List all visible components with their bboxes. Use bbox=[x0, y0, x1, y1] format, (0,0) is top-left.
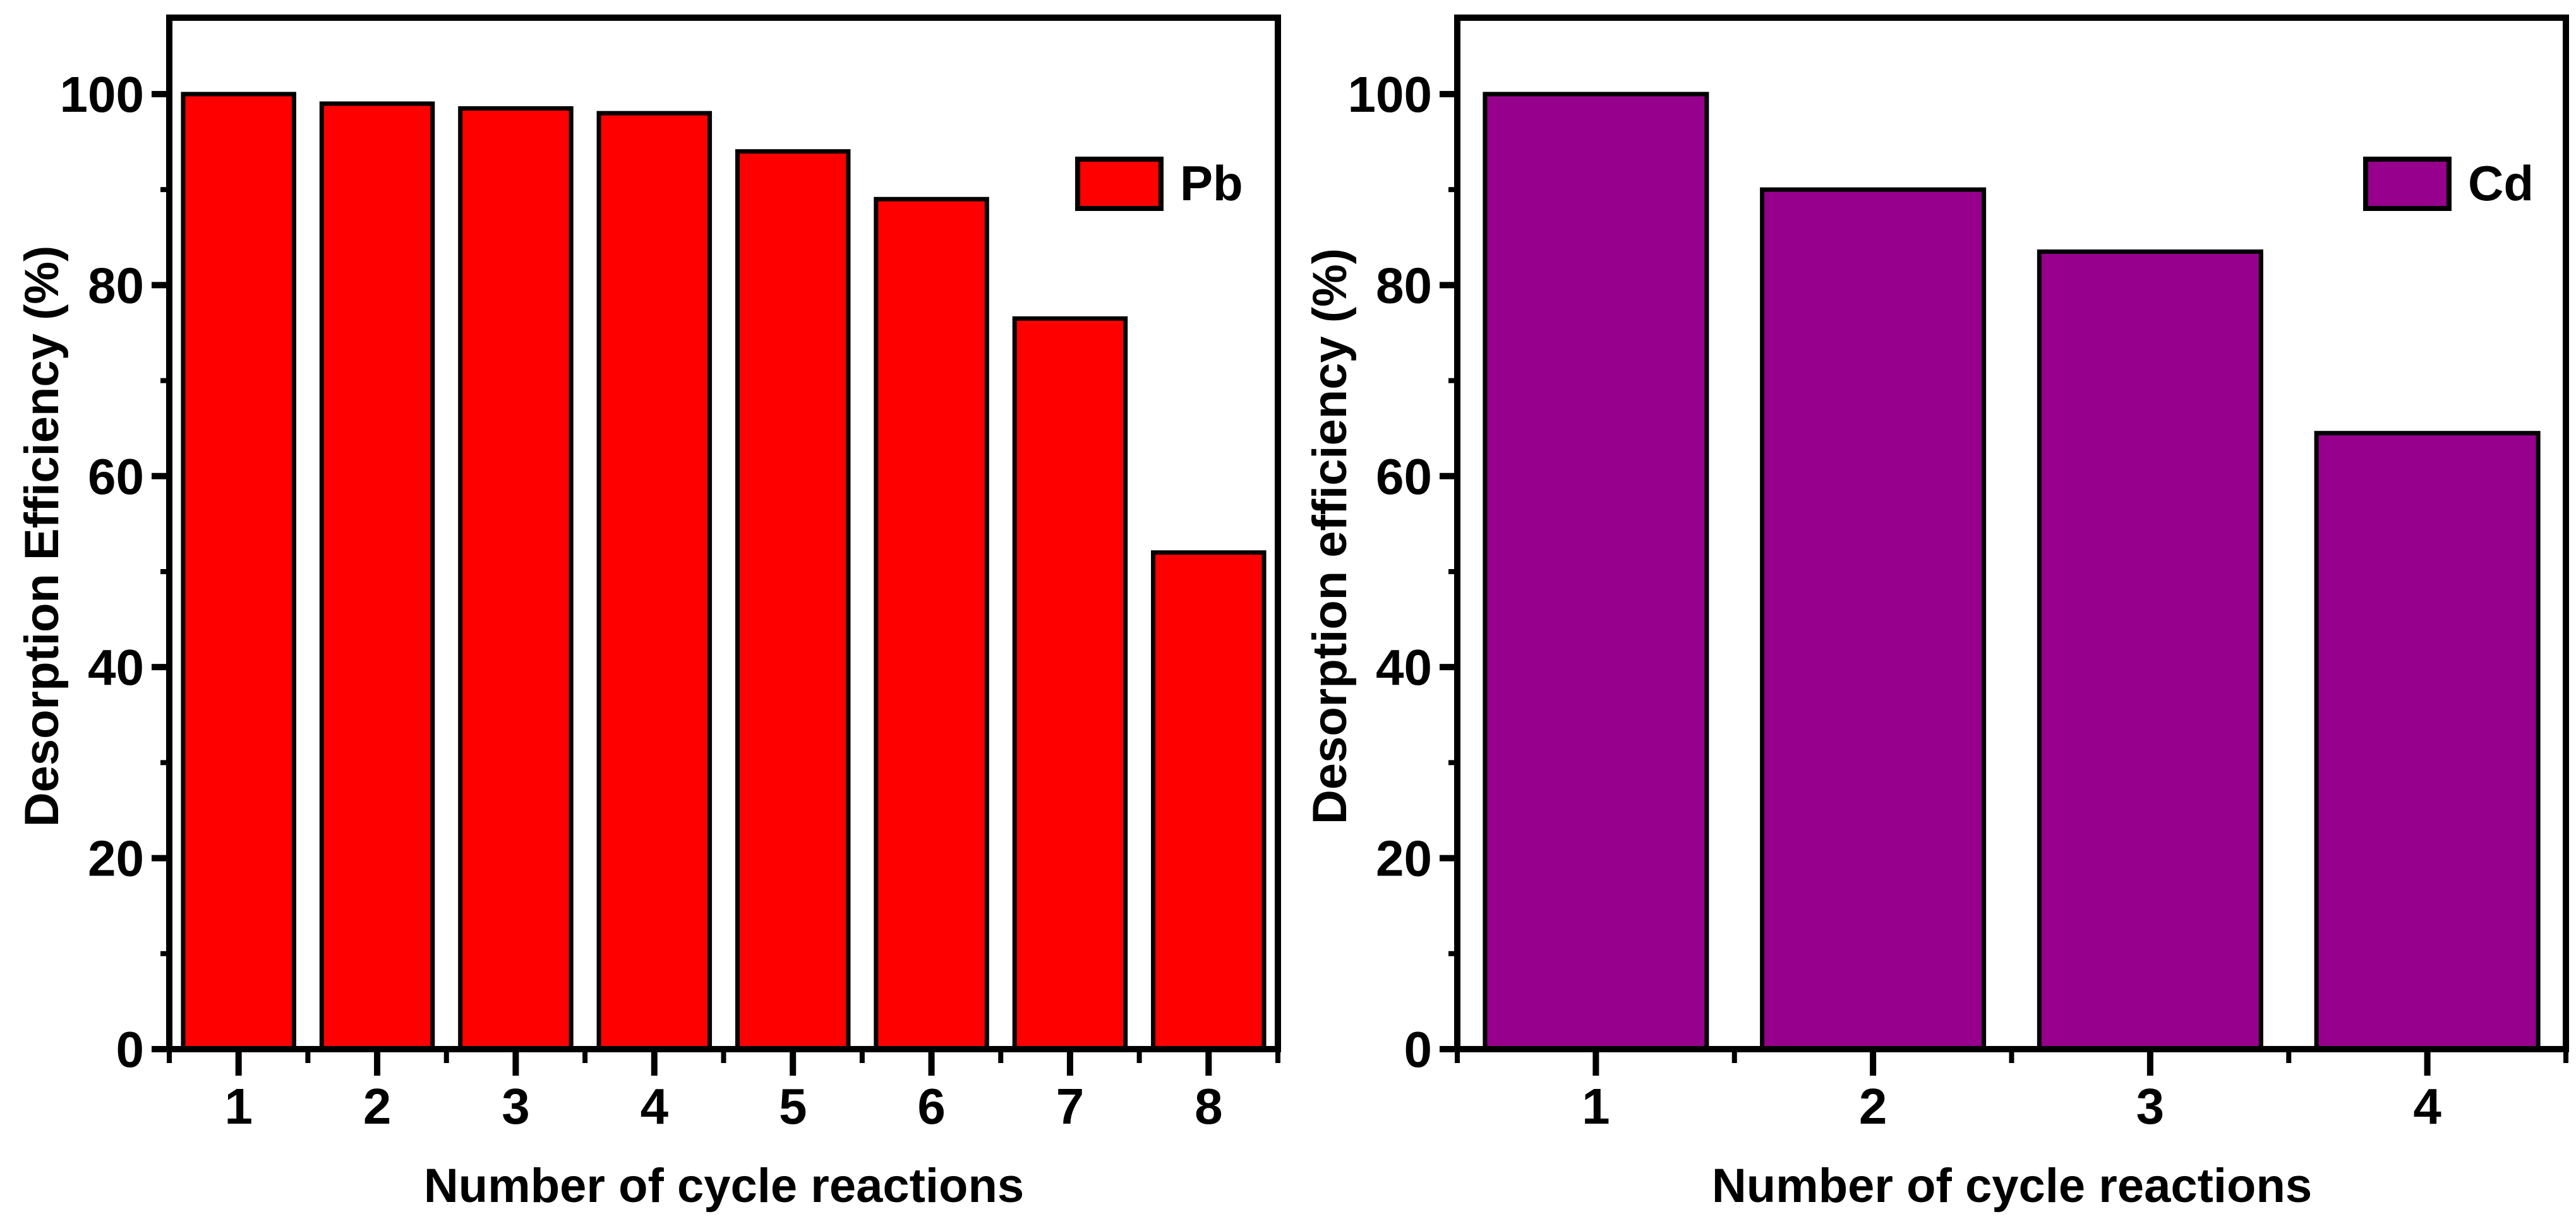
x-tick-label-pb-3: 3 bbox=[502, 1078, 530, 1134]
x-tick-label-pb-5: 5 bbox=[779, 1078, 807, 1134]
x-tick-label-pb-8: 8 bbox=[1195, 1078, 1223, 1134]
bar-cd-2 bbox=[1760, 187, 1987, 1052]
y-tick-label-pb-40: 40 bbox=[88, 639, 144, 695]
y-tick-label-pb-80: 80 bbox=[88, 257, 144, 313]
legend-label-pb: Pb bbox=[1180, 155, 1243, 211]
y-tick-label-cd-60: 60 bbox=[1376, 448, 1432, 505]
y-tick-label-cd-100: 100 bbox=[1348, 66, 1432, 123]
x-tick-label-pb-1: 1 bbox=[224, 1078, 253, 1134]
x-tick-label-pb-4: 4 bbox=[641, 1078, 669, 1134]
x-tick-label-pb-2: 2 bbox=[363, 1078, 392, 1134]
y-tick-label-pb-60: 60 bbox=[88, 448, 144, 505]
y-axis-title-cd: Desorption efficiency (%) bbox=[1303, 248, 1357, 825]
x-tick-label-cd-3: 3 bbox=[2136, 1078, 2165, 1134]
x-tick-label-pb-7: 7 bbox=[1056, 1078, 1085, 1134]
y-tick-label-cd-80: 80 bbox=[1376, 257, 1432, 313]
bar-cd-1 bbox=[1483, 92, 1709, 1052]
y-tick-label-cd-40: 40 bbox=[1376, 639, 1432, 695]
chart-pb-plot: 0 20 40 60 80 100 1 2 3 4 5 6 7 8 bbox=[60, 15, 1281, 1134]
legend-cd: Cd bbox=[2363, 155, 2534, 215]
x-tick-label-cd-1: 1 bbox=[1582, 1078, 1610, 1134]
bar-pb-8 bbox=[1151, 550, 1267, 1052]
bar-pb-4 bbox=[596, 111, 713, 1052]
bar-pb-2 bbox=[319, 101, 435, 1052]
x-axis-title-pb: Number of cycle reactions bbox=[423, 1159, 1025, 1213]
legend-label-cd: Cd bbox=[2468, 155, 2534, 211]
bar-cd-4 bbox=[2314, 431, 2541, 1052]
y-tick-label-pb-100: 100 bbox=[60, 66, 144, 123]
bar-pb-6 bbox=[874, 196, 989, 1052]
chart-cd-panel: 0 20 40 60 80 100 1 2 3 4 Desorption efficiency (… bbox=[1288, 0, 2576, 1226]
y-tick-label-cd-0: 0 bbox=[1404, 1021, 1433, 1078]
chart-cd-plot: 0 20 40 60 80 100 1 2 3 4 bbox=[1348, 15, 2569, 1134]
bar-pb-7 bbox=[1012, 316, 1128, 1052]
y-tick-label-pb-20: 20 bbox=[88, 831, 144, 887]
legend-swatch-pb bbox=[1075, 156, 1164, 211]
legend-swatch-cd bbox=[2363, 156, 2452, 211]
y-axis-title-pb: Desorption Efficiency (%) bbox=[15, 245, 69, 827]
plot-frame-cd bbox=[1454, 15, 2569, 1052]
x-tick-label-pb-6: 6 bbox=[917, 1078, 946, 1134]
x-tick-label-cd-4: 4 bbox=[2413, 1078, 2441, 1134]
legend-pb: Pb bbox=[1075, 155, 1243, 215]
plot-frame-pb bbox=[166, 15, 1281, 1052]
y-tick-label-pb-0: 0 bbox=[116, 1021, 145, 1078]
x-tick-label-cd-2: 2 bbox=[1859, 1078, 1887, 1134]
x-axis-title-cd: Number of cycle reactions bbox=[1711, 1159, 2313, 1213]
chart-pb-panel: 0 20 40 60 80 100 1 2 3 4 5 6 7 8 Desorption Efficien… bbox=[15, 15, 1281, 1213]
bar-pb-1 bbox=[181, 92, 296, 1052]
bar-cd-3 bbox=[2037, 249, 2263, 1052]
bar-pb-5 bbox=[735, 149, 851, 1052]
y-tick-label-cd-20: 20 bbox=[1376, 831, 1432, 887]
bar-pb-3 bbox=[458, 106, 574, 1052]
